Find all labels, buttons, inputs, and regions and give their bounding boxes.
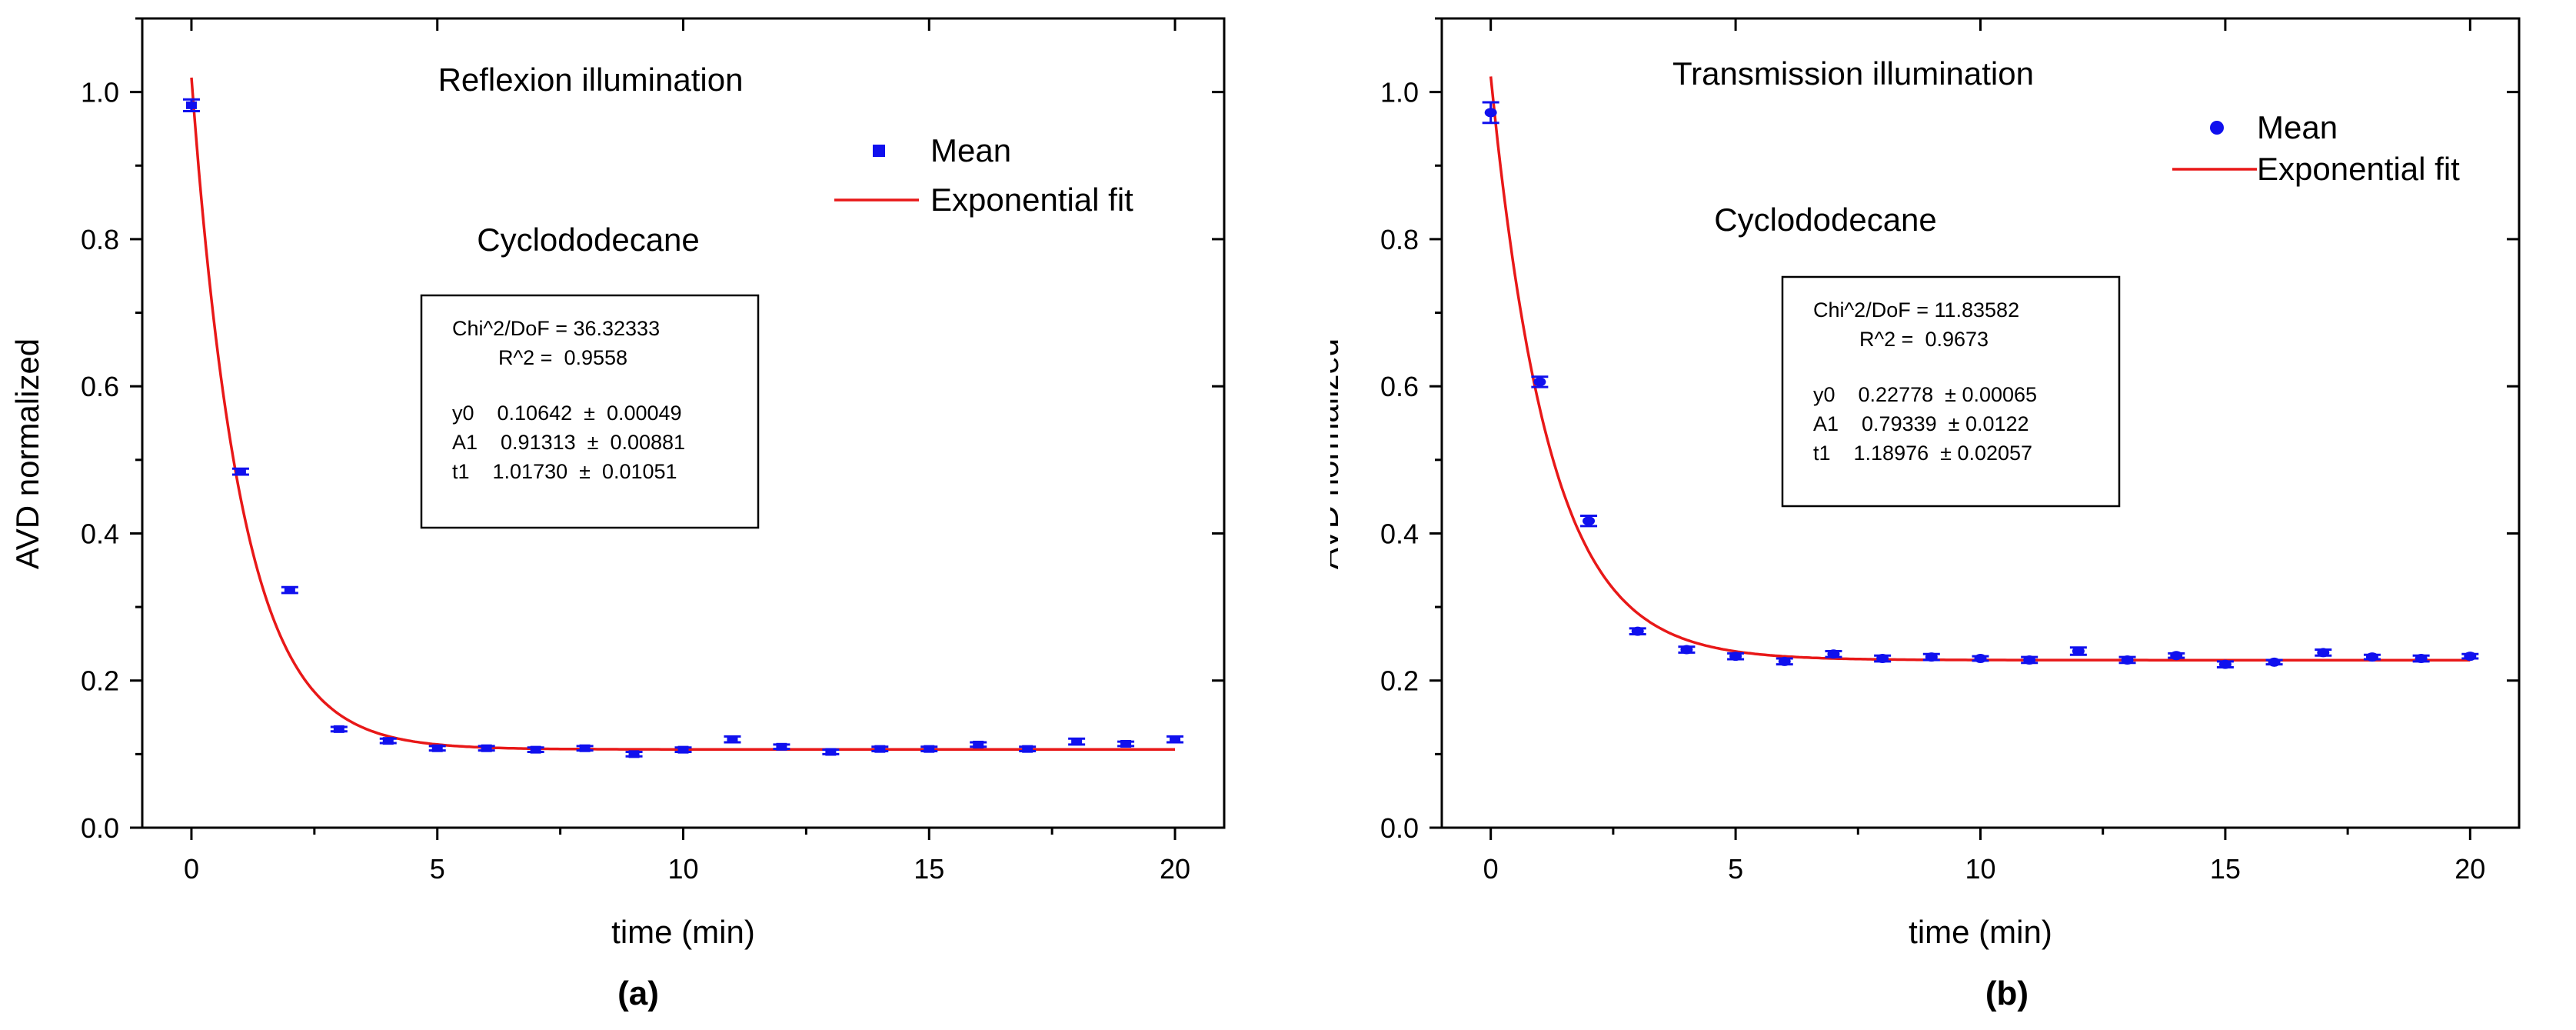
data-point [481,744,492,752]
y-tick-label: 0.4 [1380,518,1419,549]
data-point [1533,377,1546,387]
data-point [1974,654,1987,664]
legend-label-mean: Mean [2257,109,2338,145]
x-axis-label: time (min) [611,914,755,950]
y-tick-label: 1.0 [1380,77,1419,108]
data-point [382,737,394,745]
data-point [1120,739,1132,748]
panel-label: (b) [1985,975,2029,1012]
legend-label-mean: Mean [930,132,1011,168]
data-point [924,745,935,753]
data-point [2464,652,2477,662]
x-tick-label: 15 [914,853,944,885]
data-point [2170,651,2183,661]
y-axis-label: AVD normalized [1330,338,1345,569]
data-point [431,744,443,752]
x-tick-label: 10 [1965,853,1995,885]
fit-result-line: R^2 = 0.9558 [498,346,627,369]
data-point [1631,626,1644,636]
fit-result-line: t1 1.18976 ± 0.02057 [1813,442,2032,465]
y-tick-label: 0.6 [1380,371,1419,402]
y-axis-label: AVD normalized [9,338,45,569]
x-tick-label: 15 [2210,853,2241,885]
fit-result-line: A1 0.79339 ± 0.0122 [1813,412,2029,435]
data-point [1827,649,1840,659]
data-point [1071,738,1083,746]
chart-title: Reflexion illumination [438,62,744,98]
data-point [530,745,541,754]
x-tick-label: 0 [184,853,199,885]
x-tick-label: 0 [1483,853,1499,885]
y-tick-label: 1.0 [81,77,119,108]
x-tick-label: 20 [1160,853,1190,885]
data-point [185,101,197,109]
fit-result-line: y0 0.22778 ± 0.00065 [1813,383,2037,406]
data-point [727,735,738,744]
data-point [628,750,640,758]
y-tick-label: 0.0 [1380,812,1419,844]
y-tick-label: 0.2 [1380,665,1419,697]
data-point [1876,654,1889,664]
y-tick-label: 0.6 [81,371,119,402]
data-point [1925,652,1938,662]
chart-title: Transmission illumination [1672,55,2034,92]
x-tick-label: 5 [1728,853,1743,885]
data-point [677,745,689,754]
y-tick-label: 0.2 [81,665,119,697]
data-point [2218,659,2232,669]
data-point [579,744,591,752]
fit-result-line: A1 0.91313 ± 0.00881 [452,431,685,454]
data-point [1583,516,1596,526]
legend-marker-mean [873,145,885,157]
legend-label-fit: Exponential fit [930,182,1133,218]
data-point [1778,656,1791,666]
fit-result-line: R^2 = 0.9673 [1859,328,1989,351]
data-point [2121,655,2134,665]
data-point [2365,652,2378,662]
data-point [284,586,295,595]
chart-b-svg: 0 5 10 15 20 0.0 0.2 0.4 0.6 0.8 1.0 time (min) AVD … [1330,17,2521,1012]
x-tick-label: 20 [2455,853,2485,885]
chart-panel-a: 0 5 10 15 20 0.0 0.2 0.4 0.6 0.8 1.0 time (min) AVD … [9,17,1226,1012]
data-point [1022,745,1033,753]
data-point [2268,657,2281,667]
legend-marker-mean [2210,121,2224,135]
fit-results-box [1781,275,2121,508]
chart-panel-b: 0 5 10 15 20 0.0 0.2 0.4 0.6 0.8 1.0 time (min) AVD … [1330,0,2576,1030]
chart-subtitle: Cyclododecane [1714,202,1937,238]
y-tick-label: 0.4 [81,518,119,549]
data-point [1484,108,1497,118]
fit-result-line: y0 0.10642 ± 0.00049 [452,402,682,425]
data-point [2023,655,2036,665]
data-point [973,740,984,748]
y-tick-label: 0.8 [1380,224,1419,255]
data-point [776,742,787,751]
fit-results-box [420,294,760,529]
chart-subtitle: Cyclododecane [477,222,700,258]
data-point [2317,648,2330,658]
data-point [333,725,344,733]
data-point [1170,735,1181,744]
legend-label-fit: Exponential fit [2257,151,2460,187]
data-point [825,748,837,756]
panel-label: (a) [617,975,659,1012]
chart-a-svg: 0 5 10 15 20 0.0 0.2 0.4 0.6 0.8 1.0 time (min) AVD … [9,17,1226,1012]
y-tick-label: 0.8 [81,224,119,255]
x-tick-label: 5 [430,853,445,885]
data-point [2072,646,2085,656]
data-point [2415,654,2428,664]
x-tick-label: 10 [667,853,698,885]
x-axis-label: time (min) [1909,914,2052,950]
fit-result-line: t1 1.01730 ± 0.01051 [452,460,677,483]
data-point [1680,645,1693,655]
fit-result-line: Chi^2/DoF = 36.32333 [452,317,660,340]
fit-result-line: Chi^2/DoF = 11.83582 [1813,298,2019,322]
y-tick-label: 0.0 [81,812,119,844]
data-point [235,468,246,476]
data-point [1729,652,1742,662]
data-point [874,745,886,753]
